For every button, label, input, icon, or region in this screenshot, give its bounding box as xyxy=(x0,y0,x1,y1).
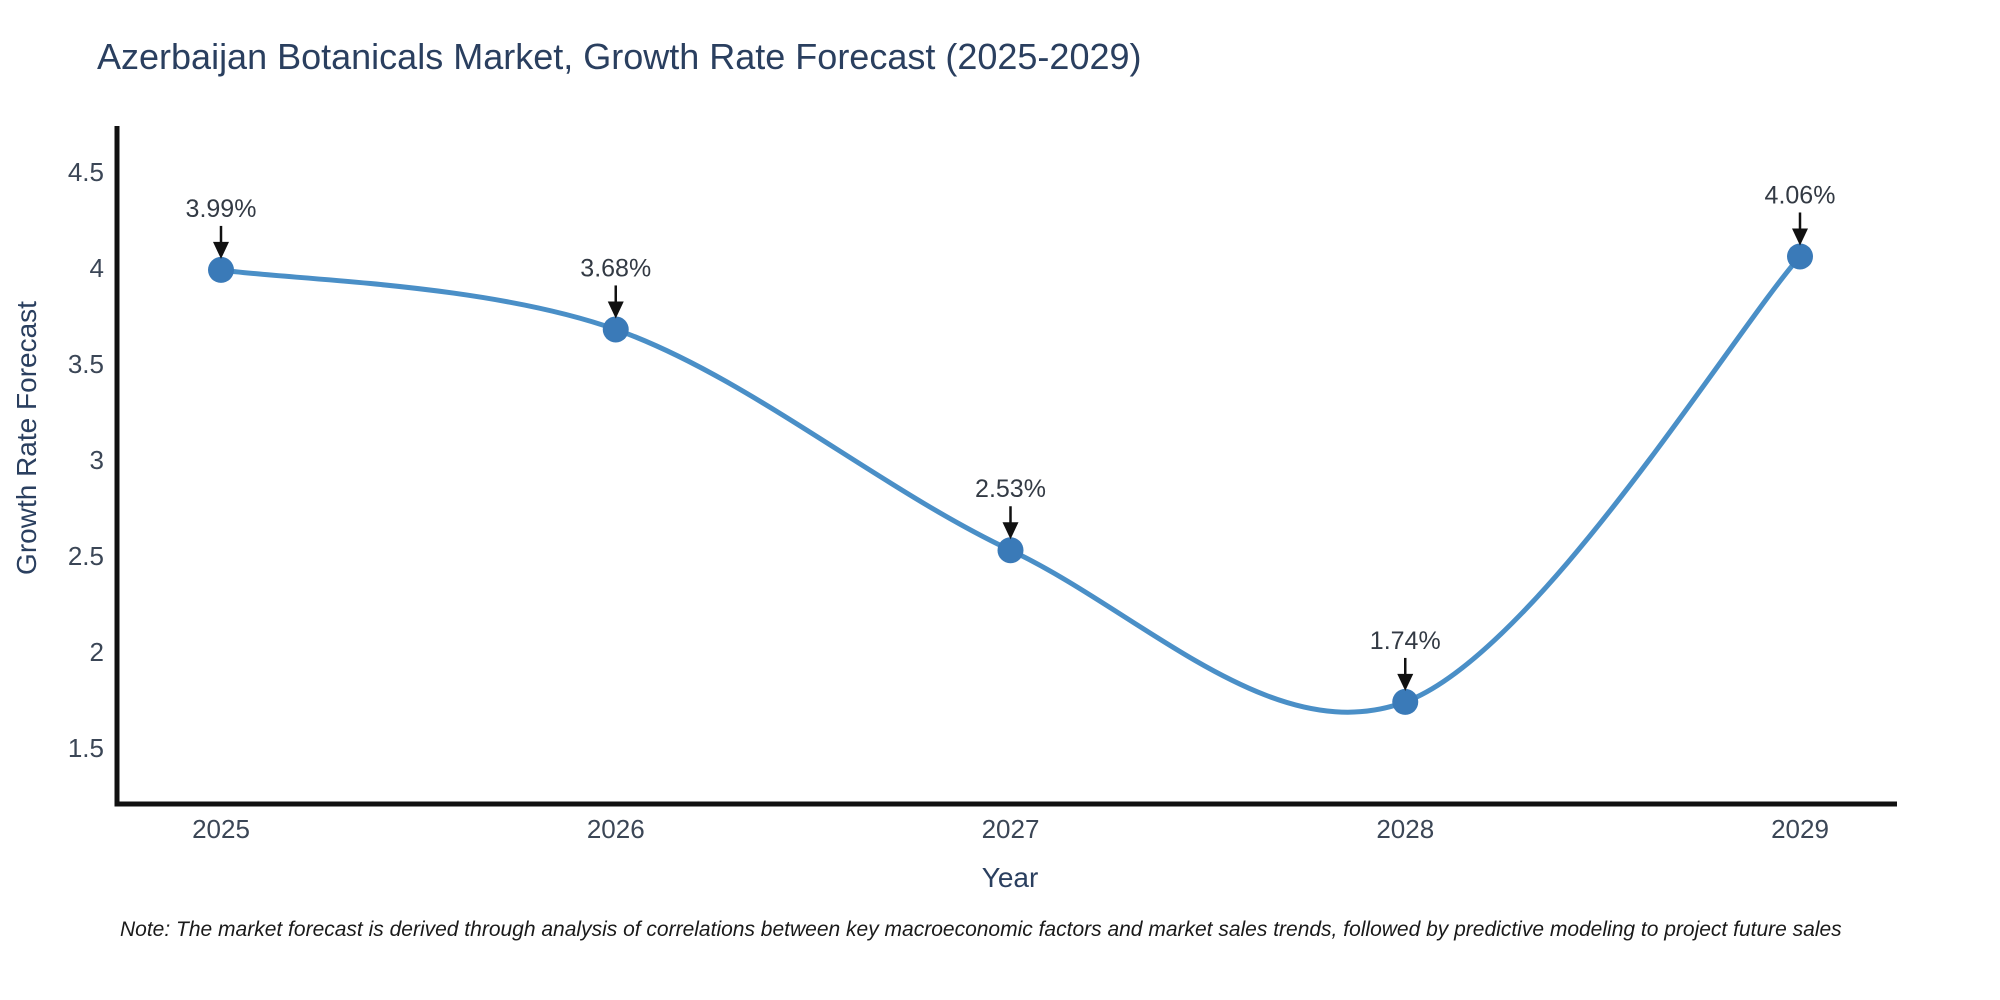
x-tick-label-2029: 2029 xyxy=(1771,814,1829,844)
y-tick-label-3: 3 xyxy=(90,445,104,475)
annotation-arrowhead-2025 xyxy=(213,241,229,259)
y-tick-label-3.5: 3.5 xyxy=(68,349,104,379)
data-point-2026[interactable] xyxy=(602,316,629,343)
data-point-2029[interactable] xyxy=(1787,243,1813,270)
data-point-2025[interactable] xyxy=(208,256,234,283)
x-tick-label-2026: 2026 xyxy=(587,814,645,844)
y-axis-title: Growth Rate Forecast xyxy=(11,301,42,575)
annotation-arrowhead-2028 xyxy=(1397,673,1414,691)
chart-title: Azerbaijan Botanicals Market, Growth Rat… xyxy=(97,36,1142,77)
annotation-arrowhead-2027 xyxy=(1002,522,1019,540)
data-point-2027[interactable] xyxy=(997,537,1024,564)
y-tick-label-4: 4 xyxy=(90,253,104,283)
y-tick-label-2.5: 2.5 xyxy=(68,541,104,571)
x-tick-label-2025: 2025 xyxy=(192,814,250,844)
data-point-2028[interactable] xyxy=(1392,688,1419,715)
y-tick-label-4.5: 4.5 xyxy=(68,157,104,187)
annotation-label-2025: 3.99% xyxy=(186,195,257,223)
annotation-label-2027: 2.53% xyxy=(975,475,1046,503)
annotation-label-2028: 1.74% xyxy=(1370,627,1441,655)
x-tick-label-2028: 2028 xyxy=(1376,814,1434,844)
annotation-arrowhead-2026 xyxy=(607,301,624,319)
x-axis-title: Year xyxy=(981,862,1039,893)
footnote: Note: The market forecast is derived thr… xyxy=(120,918,1842,941)
x-tick-label-2027: 2027 xyxy=(982,814,1040,844)
annotation-arrowhead-2029 xyxy=(1792,228,1808,246)
y-tick-label-2: 2 xyxy=(90,637,104,667)
annotation-label-2026: 3.68% xyxy=(580,254,651,282)
annotation-label-2029: 4.06% xyxy=(1765,181,1836,209)
y-tick-label-1.5: 1.5 xyxy=(68,733,104,763)
forecast-line xyxy=(218,253,1803,715)
